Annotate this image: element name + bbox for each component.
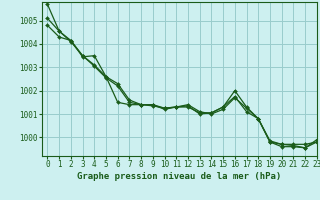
X-axis label: Graphe pression niveau de la mer (hPa): Graphe pression niveau de la mer (hPa) (77, 172, 281, 181)
